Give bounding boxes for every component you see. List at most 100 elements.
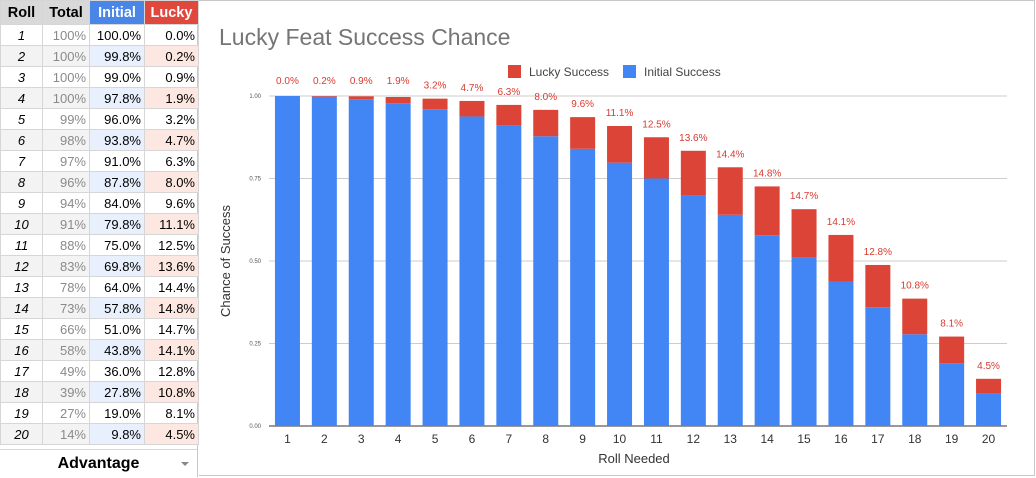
- bar-initial-8[interactable]: [533, 136, 559, 426]
- cell-total[interactable]: 99%: [42, 108, 90, 130]
- bar-lucky-6[interactable]: [459, 100, 485, 117]
- bar-lucky-12[interactable]: [680, 150, 706, 196]
- cell-total[interactable]: 39%: [42, 381, 90, 403]
- cell-lucky[interactable]: 0.9%: [144, 66, 199, 88]
- cell-lucky[interactable]: 14.7%: [144, 318, 199, 340]
- sheet-tab-advantage[interactable]: Advantage: [0, 449, 197, 478]
- cell-roll[interactable]: 3: [0, 66, 43, 88]
- header-initial[interactable]: Initial: [89, 0, 145, 25]
- bar-initial-18[interactable]: [902, 334, 928, 426]
- cell-initial[interactable]: 75.0%: [89, 234, 145, 256]
- cell-roll[interactable]: 16: [0, 339, 43, 361]
- cell-lucky[interactable]: 14.8%: [144, 297, 199, 319]
- cell-lucky[interactable]: 6.3%: [144, 150, 199, 172]
- cell-roll[interactable]: 1: [0, 24, 43, 46]
- bar-lucky-15[interactable]: [791, 209, 817, 258]
- bar-initial-1[interactable]: [274, 96, 300, 426]
- cell-roll[interactable]: 10: [0, 213, 43, 235]
- cell-total[interactable]: 78%: [42, 276, 90, 298]
- bar-lucky-19[interactable]: [939, 336, 965, 364]
- cell-roll[interactable]: 18: [0, 381, 43, 403]
- cell-initial[interactable]: 57.8%: [89, 297, 145, 319]
- bar-initial-2[interactable]: [311, 96, 337, 426]
- cell-initial[interactable]: 19.0%: [89, 402, 145, 424]
- cell-roll[interactable]: 4: [0, 87, 43, 109]
- cell-lucky[interactable]: 8.0%: [144, 171, 199, 193]
- bar-lucky-18[interactable]: [902, 298, 928, 335]
- cell-initial[interactable]: 100.0%: [89, 24, 145, 46]
- bar-lucky-5[interactable]: [422, 98, 448, 110]
- cell-total[interactable]: 14%: [42, 423, 90, 445]
- bar-initial-14[interactable]: [754, 235, 780, 426]
- header-roll[interactable]: Roll: [0, 0, 43, 25]
- bar-lucky-9[interactable]: [570, 117, 596, 149]
- bar-lucky-2[interactable]: [311, 96, 337, 97]
- cell-initial[interactable]: 84.0%: [89, 192, 145, 214]
- cell-roll[interactable]: 5: [0, 108, 43, 130]
- cell-initial[interactable]: 99.8%: [89, 45, 145, 67]
- chart-panel[interactable]: Lucky Feat Success Chance Lucky Success …: [199, 0, 1035, 476]
- cell-lucky[interactable]: 0.2%: [144, 45, 199, 67]
- cell-total[interactable]: 49%: [42, 360, 90, 382]
- cell-initial[interactable]: 93.8%: [89, 129, 145, 151]
- bar-initial-16[interactable]: [828, 281, 854, 426]
- cell-roll[interactable]: 20: [0, 423, 43, 445]
- cell-roll[interactable]: 11: [0, 234, 43, 256]
- cell-roll[interactable]: 13: [0, 276, 43, 298]
- cell-initial[interactable]: 9.8%: [89, 423, 145, 445]
- cell-initial[interactable]: 96.0%: [89, 108, 145, 130]
- bar-lucky-3[interactable]: [348, 96, 374, 100]
- cell-total[interactable]: 100%: [42, 24, 90, 46]
- cell-total[interactable]: 66%: [42, 318, 90, 340]
- cell-initial[interactable]: 99.0%: [89, 66, 145, 88]
- bar-lucky-7[interactable]: [496, 104, 522, 126]
- cell-lucky[interactable]: 14.1%: [144, 339, 199, 361]
- bar-lucky-8[interactable]: [533, 109, 559, 137]
- cell-lucky[interactable]: 4.5%: [144, 423, 199, 445]
- cell-roll[interactable]: 17: [0, 360, 43, 382]
- cell-initial[interactable]: 87.8%: [89, 171, 145, 193]
- cell-lucky[interactable]: 0.0%: [144, 24, 199, 46]
- bar-initial-6[interactable]: [459, 116, 485, 427]
- cell-initial[interactable]: 97.8%: [89, 87, 145, 109]
- bar-initial-10[interactable]: [607, 162, 633, 426]
- cell-roll[interactable]: 9: [0, 192, 43, 214]
- cell-roll[interactable]: 14: [0, 297, 43, 319]
- cell-lucky[interactable]: 8.1%: [144, 402, 199, 424]
- bar-lucky-14[interactable]: [754, 186, 780, 236]
- cell-initial[interactable]: 64.0%: [89, 276, 145, 298]
- cell-initial[interactable]: 27.8%: [89, 381, 145, 403]
- bar-initial-15[interactable]: [791, 257, 817, 426]
- bar-lucky-13[interactable]: [717, 167, 743, 215]
- cell-lucky[interactable]: 1.9%: [144, 87, 199, 109]
- cell-total[interactable]: 88%: [42, 234, 90, 256]
- cell-roll[interactable]: 2: [0, 45, 43, 67]
- bar-lucky-17[interactable]: [865, 264, 891, 308]
- cell-initial[interactable]: 36.0%: [89, 360, 145, 382]
- bar-lucky-20[interactable]: [976, 378, 1002, 394]
- cell-total[interactable]: 97%: [42, 150, 90, 172]
- bar-initial-20[interactable]: [976, 393, 1002, 426]
- cell-roll[interactable]: 8: [0, 171, 43, 193]
- header-total[interactable]: Total: [42, 0, 90, 25]
- cell-lucky[interactable]: 3.2%: [144, 108, 199, 130]
- bar-lucky-16[interactable]: [828, 234, 854, 282]
- cell-initial[interactable]: 91.0%: [89, 150, 145, 172]
- cell-roll[interactable]: 6: [0, 129, 43, 151]
- cell-total[interactable]: 94%: [42, 192, 90, 214]
- cell-total[interactable]: 27%: [42, 402, 90, 424]
- cell-roll[interactable]: 12: [0, 255, 43, 277]
- cell-lucky[interactable]: 10.8%: [144, 381, 199, 403]
- bar-initial-7[interactable]: [496, 125, 522, 426]
- cell-total[interactable]: 58%: [42, 339, 90, 361]
- bar-initial-3[interactable]: [348, 99, 374, 427]
- cell-initial[interactable]: 69.8%: [89, 255, 145, 277]
- cell-roll[interactable]: 7: [0, 150, 43, 172]
- cell-lucky[interactable]: 13.6%: [144, 255, 199, 277]
- cell-total[interactable]: 73%: [42, 297, 90, 319]
- bar-lucky-11[interactable]: [643, 137, 669, 179]
- bar-initial-17[interactable]: [865, 307, 891, 426]
- cell-roll[interactable]: 19: [0, 402, 43, 424]
- cell-lucky[interactable]: 9.6%: [144, 192, 199, 214]
- cell-total[interactable]: 91%: [42, 213, 90, 235]
